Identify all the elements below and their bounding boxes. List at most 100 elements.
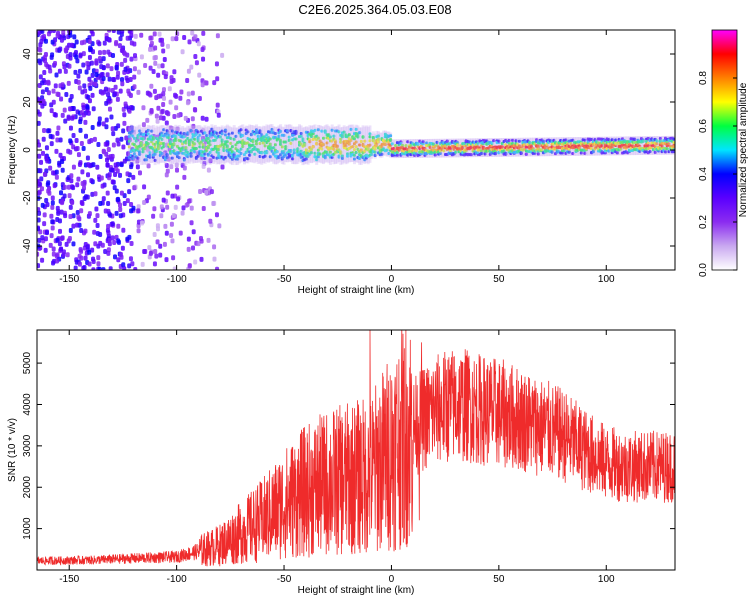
spectrogram-cell	[114, 40, 119, 46]
spectrogram-cell	[196, 135, 200, 139]
x-tick-label: 0	[389, 574, 395, 585]
spectrogram-cell	[67, 63, 72, 69]
spectrogram-cell	[74, 39, 79, 45]
spectrogram-cell	[255, 128, 259, 132]
spectrogram-cell	[74, 137, 79, 143]
spectrogram-cell	[90, 31, 95, 37]
spectrogram-cell	[358, 131, 362, 135]
spectrogram-cell	[148, 153, 152, 157]
spectrogram-cell	[69, 178, 74, 184]
spectrogram-cell	[299, 149, 303, 153]
spectrogram-cell	[239, 128, 243, 132]
spectrogram-cell	[160, 137, 164, 141]
spectrogram-cell	[313, 128, 317, 132]
spectrogram-cell	[201, 138, 205, 142]
spectrogram-cell	[51, 99, 56, 105]
spectrogram-cell	[236, 127, 240, 165]
spectrogram-cell	[37, 96, 40, 102]
spectrogram-cell	[232, 137, 236, 141]
spectrogram-cell	[153, 127, 157, 166]
spectrogram-cell	[71, 241, 76, 247]
spectrogram-cell	[241, 145, 245, 149]
spectrogram-cell	[456, 138, 460, 158]
spectrogram-cell	[68, 138, 73, 144]
spectrogram-cell	[377, 131, 381, 157]
spectrogram-cell	[44, 230, 49, 236]
spectrogram-cell	[454, 138, 458, 158]
spectrogram-cell	[143, 126, 147, 165]
spectrogram-cell	[186, 155, 190, 159]
spectrogram-cell	[220, 164, 225, 170]
spectrogram-cell	[116, 123, 121, 129]
spectrogram-cell	[125, 236, 130, 242]
spectrogram-cell	[131, 154, 135, 158]
spectrogram-cell	[332, 147, 336, 151]
spectrogram-cell	[116, 30, 121, 35]
spectrogram-cell	[177, 124, 181, 163]
spectrogram-cell	[291, 157, 295, 161]
spectrogram-cell	[158, 252, 163, 258]
spectrogram-cell	[119, 47, 124, 53]
spectrogram-cell	[51, 88, 56, 94]
spectrogram-cell	[244, 125, 248, 164]
spectrogram-cell	[138, 150, 142, 154]
spectrogram-cell	[445, 138, 449, 158]
spectrogram-cell	[107, 172, 112, 178]
spectrogram-cell	[79, 248, 84, 254]
spectrogram-cell	[330, 128, 334, 132]
spectrogram-cell	[100, 90, 105, 96]
spectrogram-cell	[75, 182, 80, 188]
spectrogram-cell	[200, 47, 205, 53]
spectrogram-cell	[105, 227, 110, 233]
spectrogram-cell	[105, 190, 110, 196]
spectrogram-cell	[119, 190, 124, 196]
spectrogram-cell	[62, 193, 67, 199]
spectrogram-cell	[201, 143, 205, 147]
spectrogram-cell	[340, 156, 344, 160]
spectrogram-cell	[60, 82, 65, 88]
spectrogram-cell	[363, 139, 367, 143]
spectrogram-cell	[37, 120, 41, 126]
spectrogram-cell	[339, 140, 343, 144]
spectrogram-cell	[186, 136, 190, 140]
spectrogram-cell	[399, 139, 403, 159]
spectrogram-cell	[222, 145, 226, 149]
spectrogram-cell	[101, 196, 106, 202]
spectrogram-cell	[392, 139, 396, 159]
spectrogram-cell	[212, 256, 217, 262]
spectrogram-cell	[258, 129, 262, 133]
spectrogram-cell	[387, 131, 391, 157]
spectrogram-cell	[170, 129, 174, 133]
spectrogram-cell	[76, 214, 81, 220]
snr-series-line	[37, 330, 675, 567]
spectrogram-cell	[213, 138, 217, 142]
spectrogram-cell	[153, 45, 158, 51]
spectrogram-cell	[189, 64, 194, 70]
spectrogram-cell	[43, 38, 48, 44]
spectrogram-cell	[101, 267, 106, 270]
spectrogram-cell	[340, 154, 344, 158]
spectrogram-cell	[38, 168, 43, 174]
spectrogram-cell	[109, 66, 114, 72]
spectrogram-cell	[136, 156, 140, 160]
spectrogram-cell	[395, 139, 399, 159]
spectrogram-cell	[170, 156, 174, 160]
spectrogram-cell	[190, 116, 195, 122]
spectrogram-cell	[38, 74, 43, 80]
spectrogram-cell	[133, 152, 137, 156]
spectrogram-cell	[77, 162, 82, 168]
spectrogram-cell	[189, 154, 193, 158]
spectrogram-cell	[63, 47, 68, 53]
spectrogram-cell	[87, 98, 92, 104]
y-tick-label: 2000	[22, 476, 33, 499]
spectrogram-cell	[111, 77, 116, 83]
spectrogram-cell	[411, 139, 415, 158]
spectrogram-cell	[81, 51, 86, 57]
spectrogram-cell	[303, 126, 307, 165]
spectrogram-cell	[175, 31, 180, 37]
spectrogram-cell	[130, 261, 135, 267]
spectrogram-cell	[194, 60, 199, 66]
spectrogram-cell	[437, 138, 441, 158]
spectrogram-cell	[146, 163, 151, 169]
spectrogram-cell	[86, 172, 91, 178]
